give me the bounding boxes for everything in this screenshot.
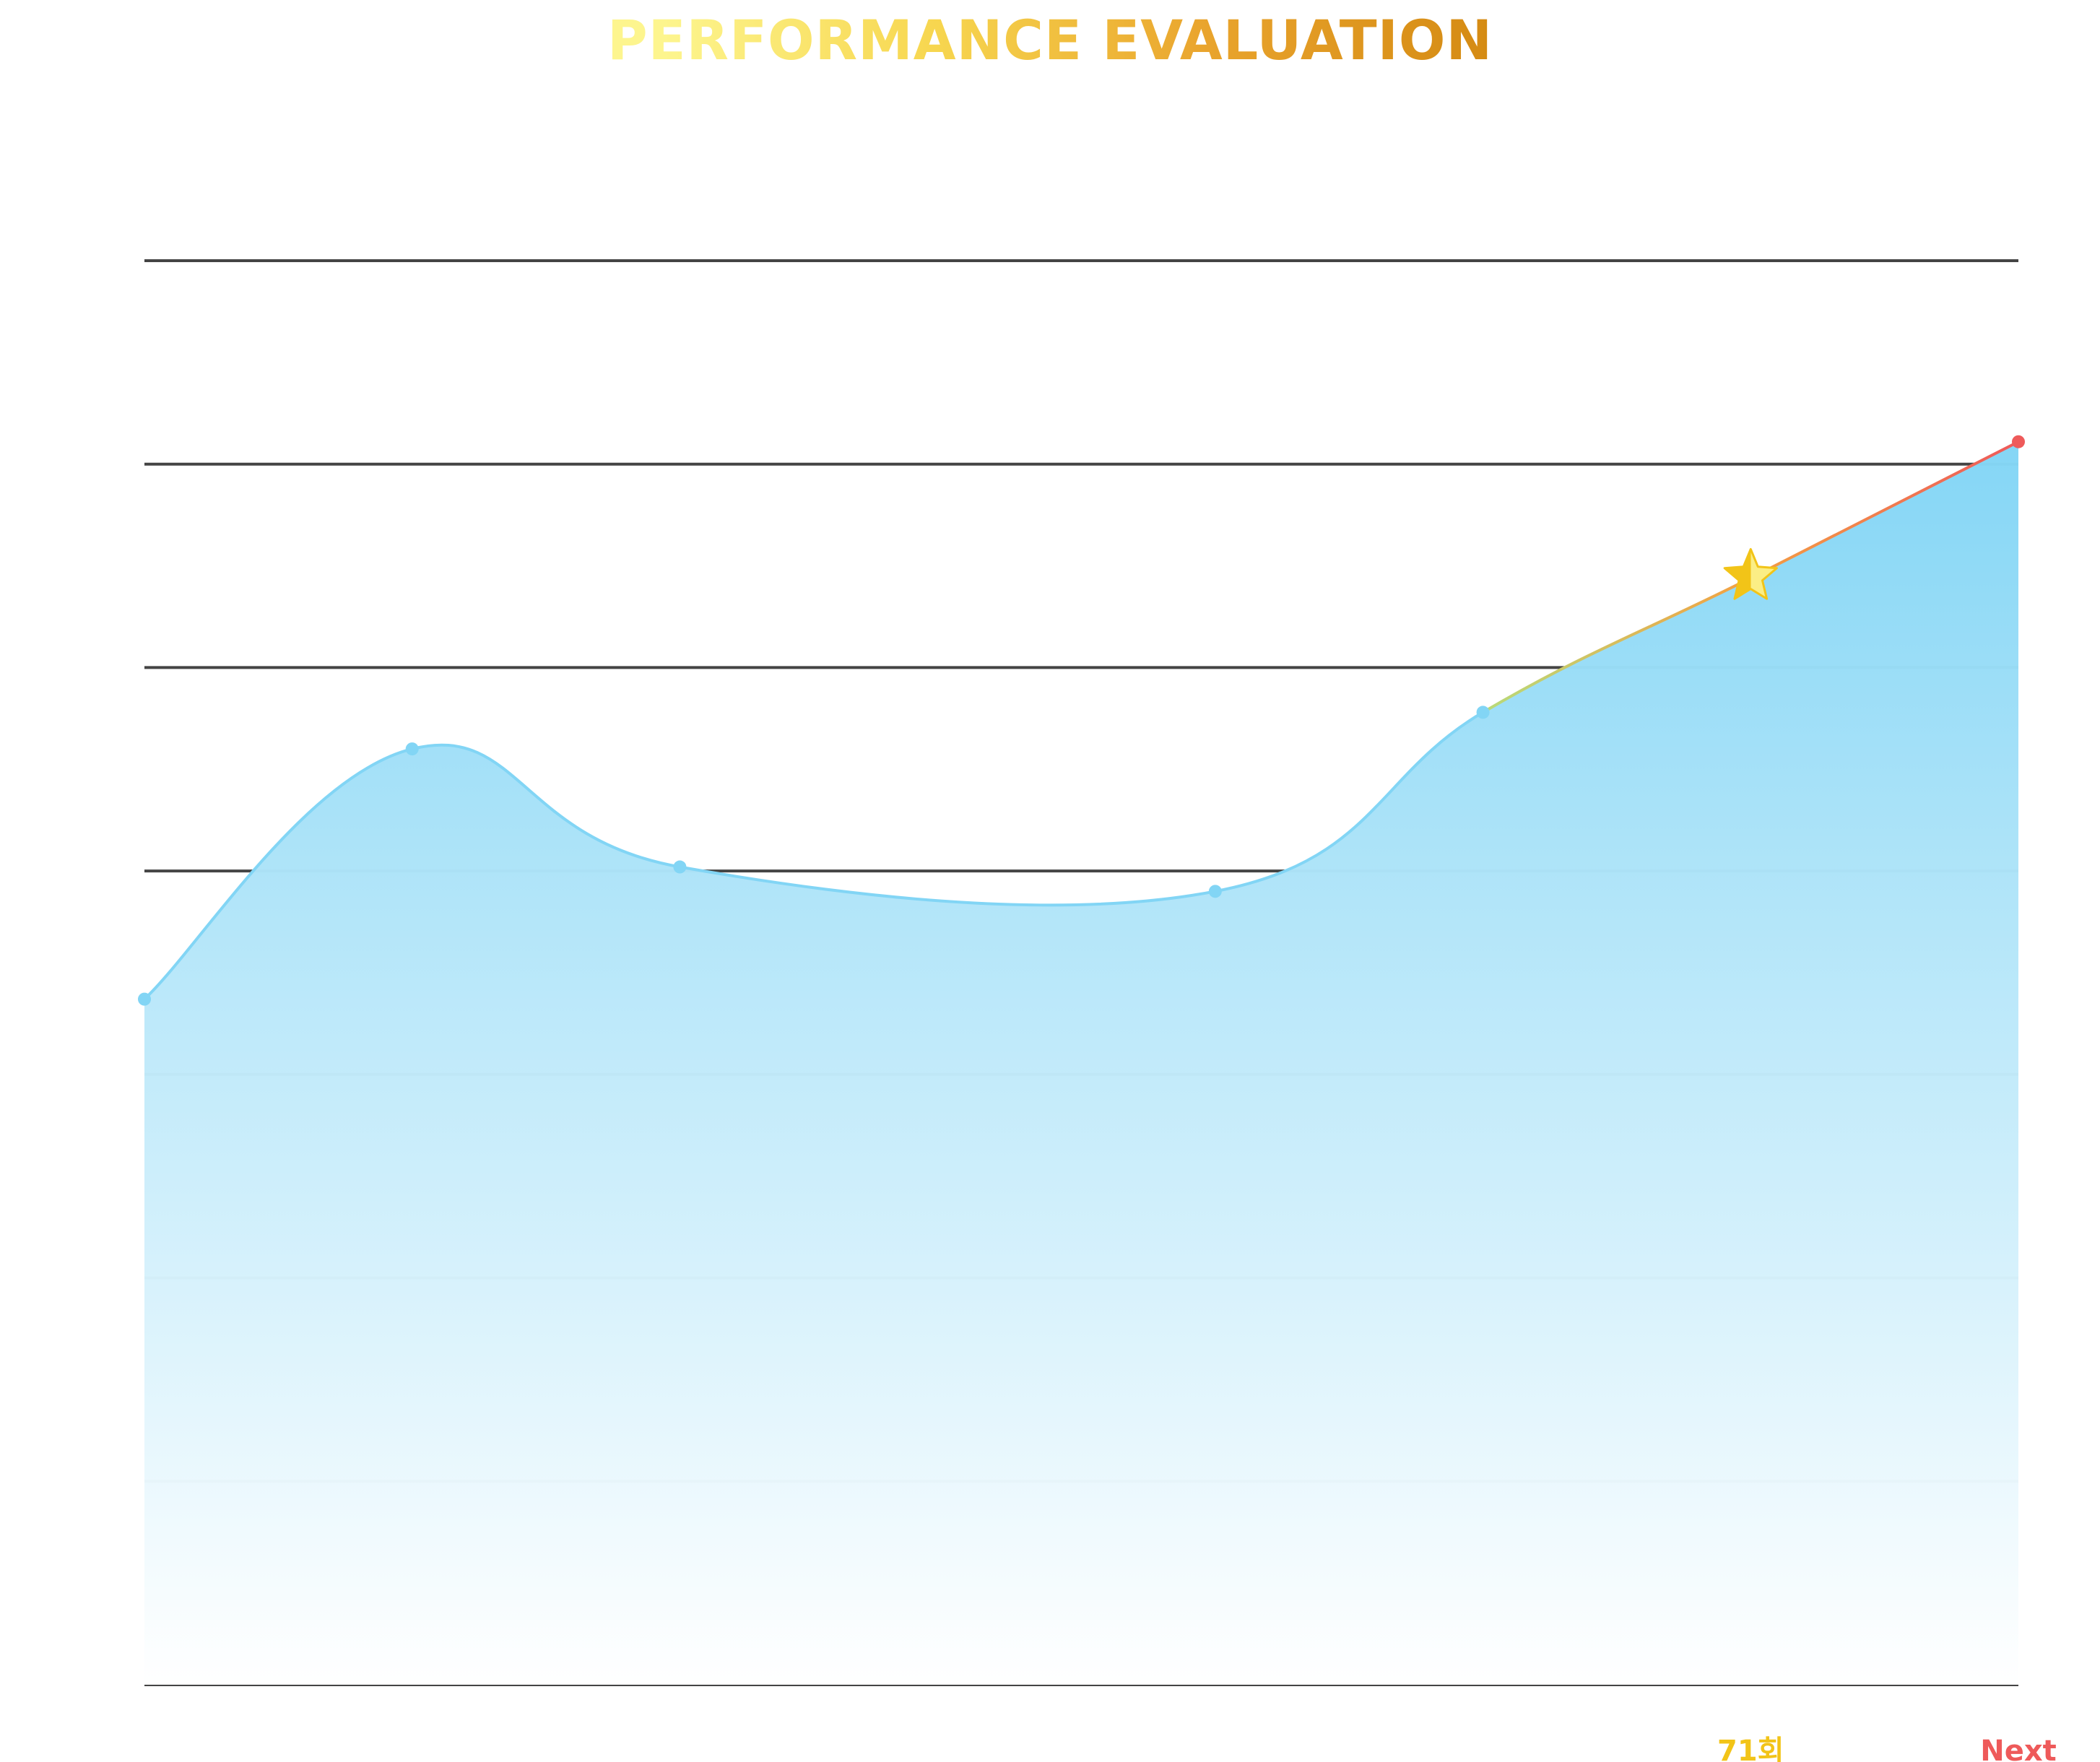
x-tick-label: Next: [1980, 1735, 2057, 1762]
x-tick-label: 71회: [1717, 1735, 1784, 1762]
area-fill: [144, 441, 2018, 1685]
series-line: [143, 711, 1484, 1001]
star-icon: [1723, 547, 1778, 600]
data-point: [2012, 435, 2025, 448]
data-point: [673, 860, 687, 874]
data-point: [405, 742, 419, 756]
data-points: [138, 435, 2025, 1006]
x-tick-labels: 71회 Next: [1717, 1735, 2057, 1762]
data-point: [138, 992, 151, 1006]
chart-title: PERFORMANCE EVALUATION: [607, 8, 1493, 72]
data-point: [1208, 885, 1222, 898]
data-point: [1476, 706, 1490, 719]
area-fill-group: [144, 441, 2018, 1685]
